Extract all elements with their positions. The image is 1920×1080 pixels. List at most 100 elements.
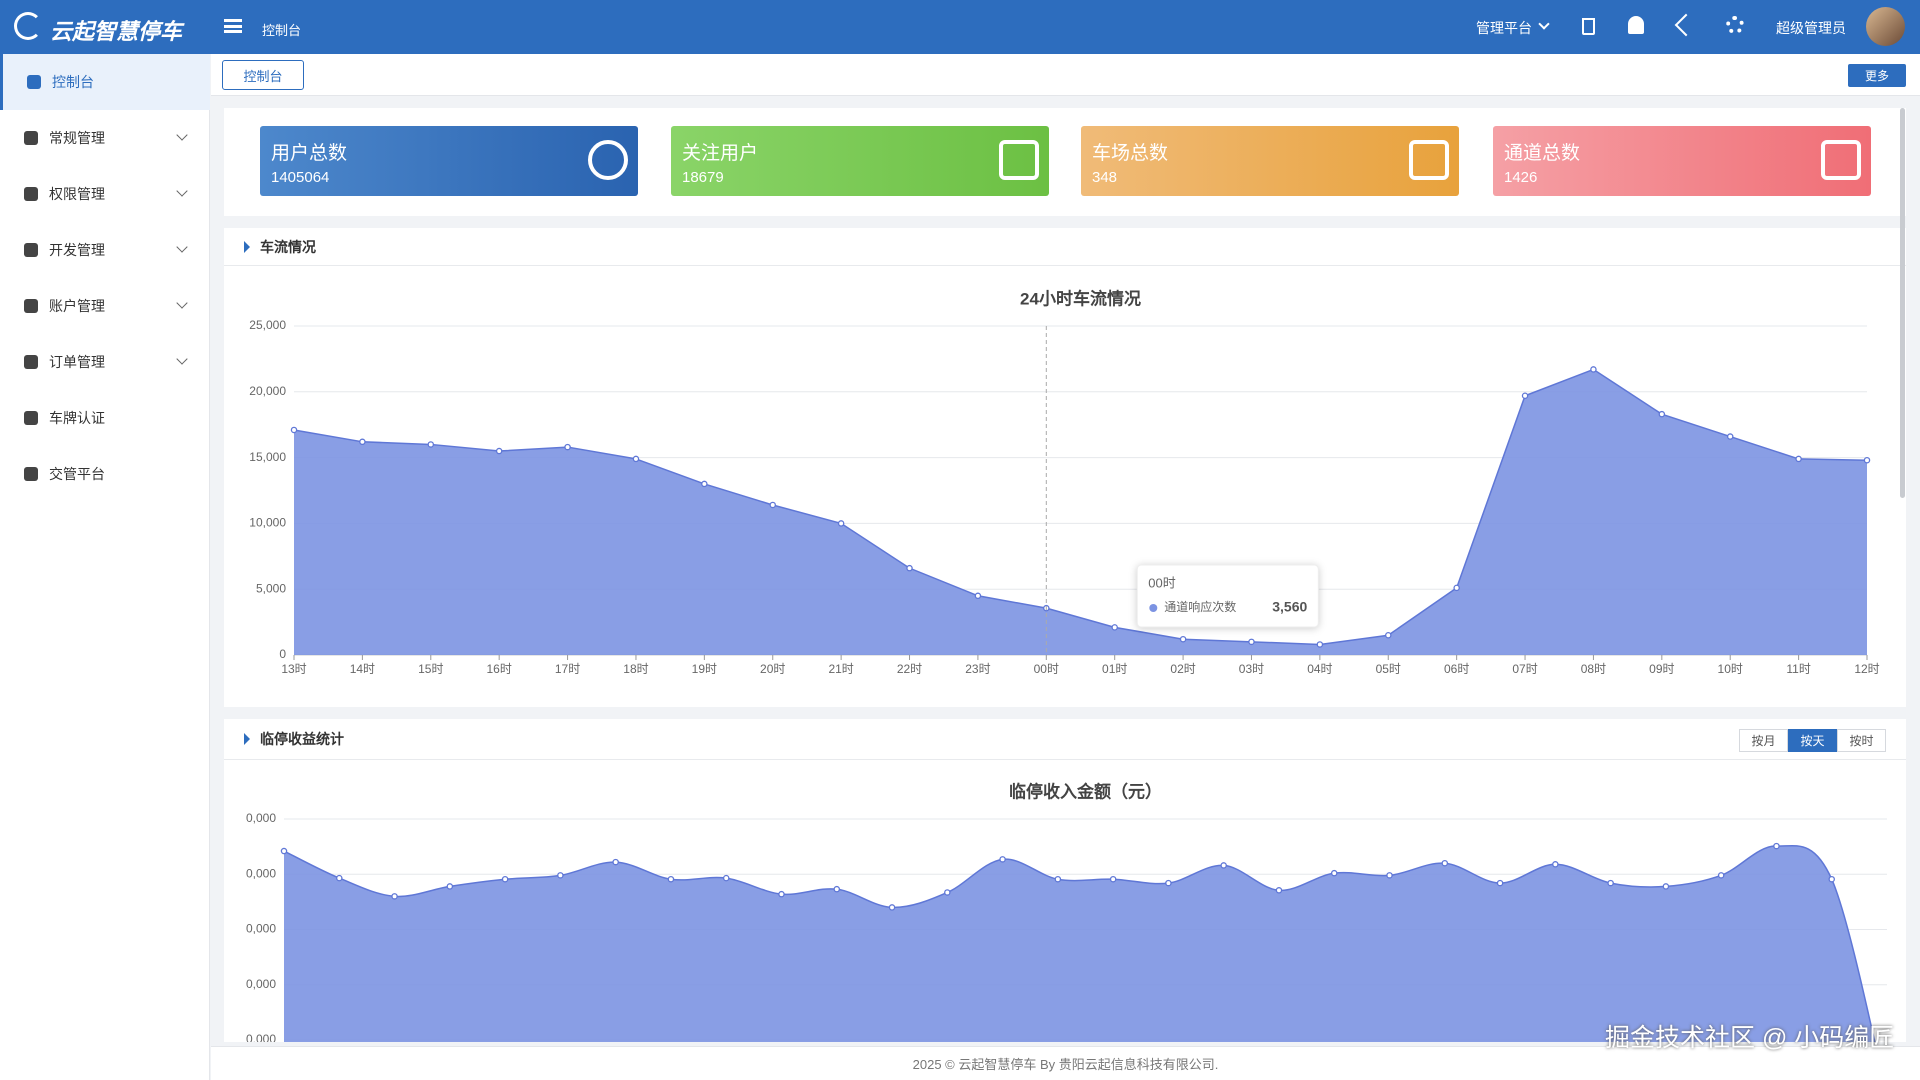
point [667,875,675,883]
period-button[interactable]: 按月 [1739,729,1788,752]
settings-icon[interactable] [1726,16,1744,34]
tooltip-value: 3,560 [1272,599,1307,615]
x-tick-label: 04时 [1307,662,1332,676]
point [999,856,1006,863]
card-title: 关注用户 [682,143,759,164]
user-name[interactable]: 超级管理员 [1776,20,1846,36]
point [1275,887,1283,894]
x-tick-label: 19时 [692,662,717,676]
y-tick-label: 0,000 [246,922,276,936]
point [1054,875,1062,883]
menu-item[interactable]: 账户管理 [0,278,210,334]
x-tick-label: 01时 [1102,662,1127,676]
tooltip-series: 通道响应次数 [1164,599,1236,614]
point [391,893,398,900]
menu-toggle[interactable] [224,19,242,33]
point [888,904,896,911]
point [906,564,913,572]
more-button[interactable]: 更多 [1848,64,1906,87]
x-tick-label: 20时 [760,662,785,676]
point [495,447,503,455]
area [284,845,1875,1042]
period-button[interactable]: 按天 [1788,729,1837,752]
x-tick-label: 22时 [897,662,922,676]
point [632,455,640,463]
x-tick-label: 11时 [1786,662,1810,676]
stat-card: 通道总数 1426 [1493,126,1871,196]
point [1316,641,1324,648]
point [974,592,982,600]
menu-icon [24,411,38,425]
period-button[interactable]: 按时 [1837,729,1886,752]
point [1726,433,1734,440]
notify-icon[interactable] [1628,16,1644,34]
point [1828,875,1835,883]
menu-item[interactable]: 交管平台 [0,446,210,502]
menu-icon [24,467,38,481]
menu-icon [27,75,41,89]
card-value: 1426 [1504,169,1538,186]
point [722,874,730,882]
tooltip [1136,564,1319,628]
point [1773,842,1780,850]
logo: 云起智慧停车 [50,19,183,44]
point [837,520,845,527]
point [944,889,951,896]
point [701,480,708,488]
avatar[interactable] [1866,7,1905,46]
x-tick-label: 17时 [555,662,580,676]
x-tick-label: 08时 [1581,662,1606,676]
x-tick-label: 07时 [1512,662,1537,676]
point [1248,638,1255,646]
header-tab[interactable]: 控制台 [262,23,302,38]
scrollbar[interactable] [1900,108,1905,498]
tab-bar: 控制台 更多 [211,54,1920,96]
watermark: 掘金技术社区 @ 小码编匠 [1605,1024,1895,1052]
point [1590,366,1597,373]
x-tick-label: 23时 [965,662,990,676]
point [1521,392,1529,399]
card-value: 348 [1092,169,1118,186]
point [1109,875,1117,883]
point [446,883,454,890]
menu-item[interactable]: 车牌认证 [0,390,210,446]
y-tick-label: 0,000 [246,811,276,825]
menu-icon [24,243,38,257]
point [1386,872,1393,879]
card-title: 用户总数 [271,143,348,164]
point [336,874,343,882]
tab[interactable]: 控制台 [222,60,304,90]
point [833,885,841,893]
point [427,441,435,448]
x-tick-label: 15时 [418,662,443,676]
y-tick-label: 10,000 [249,516,286,530]
menu-icon [24,299,38,313]
line [293,368,1868,646]
point [1220,862,1227,869]
y-tick-label: 0 [279,647,286,661]
point [1496,879,1504,887]
card-icon [1409,140,1449,180]
chart: 24小时车流情况 0 5,000 10,000 15,000 20,000 25,000 13… [249,288,1879,676]
point [1165,879,1172,887]
stat-card: 用户总数 1405064 [260,126,638,196]
clear-icon[interactable] [1582,18,1595,35]
menu-item[interactable]: 控制台 [0,54,210,110]
point [1662,883,1670,890]
stat-card: 关注用户 18679 [671,126,1049,196]
point [1863,456,1871,464]
area [294,369,1867,655]
tooltip-dot [1149,604,1158,612]
menu-item[interactable]: 开发管理 [0,222,210,278]
x-tick-label: 02时 [1170,662,1195,676]
point [359,438,366,446]
menu-item[interactable]: 常规管理 [0,110,210,166]
card-value: 1405064 [271,169,330,186]
point [612,858,619,866]
menu-item[interactable]: 权限管理 [0,166,210,222]
x-tick-label: 16时 [486,662,511,676]
platform-menu[interactable]: 管理平台 [1476,20,1532,36]
menu-item[interactable]: 订单管理 [0,334,210,390]
tooltip-title: 00时 [1148,575,1175,590]
